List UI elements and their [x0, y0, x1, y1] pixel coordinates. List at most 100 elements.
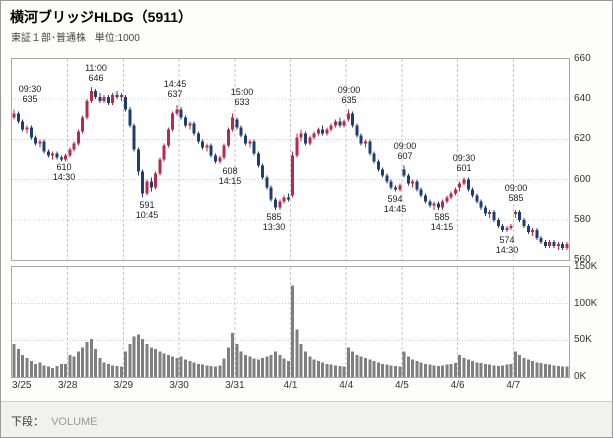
- candle-body: [389, 181, 393, 188]
- candle-body: [304, 133, 307, 144]
- price-tick-label: 660: [574, 53, 591, 64]
- candle-body: [196, 133, 200, 142]
- volume-bar: [244, 355, 248, 377]
- volume-bar: [552, 365, 556, 377]
- lower-pane-label: 下段：: [11, 416, 44, 428]
- volume-bar: [162, 353, 166, 377]
- volume-bar: [188, 360, 192, 377]
- volume-bar: [16, 349, 20, 377]
- candle-body: [441, 201, 445, 208]
- candle-body: [479, 201, 483, 208]
- candle-body: [488, 211, 492, 214]
- volume-bar: [321, 362, 325, 377]
- candle-body: [209, 145, 213, 156]
- volume-bar: [385, 364, 389, 377]
- candle-body: [513, 211, 517, 214]
- volume-bar: [145, 344, 149, 377]
- volume-bar: [363, 357, 367, 377]
- volume-bar: [46, 366, 50, 377]
- candle-body: [428, 201, 432, 206]
- candle-body: [16, 113, 20, 122]
- candle-body: [111, 95, 115, 104]
- price-axis: 660 640 620 600 580 560: [574, 53, 612, 265]
- candle-body: [372, 153, 376, 162]
- candle-body: [158, 159, 162, 174]
- candle-body: [55, 153, 59, 158]
- candle-body: [175, 109, 179, 114]
- candle-body: [385, 175, 389, 182]
- volume-bar: [368, 359, 372, 377]
- volume-bar: [316, 360, 320, 377]
- candle-body: [64, 155, 68, 160]
- candle-body: [51, 153, 55, 156]
- volume-bar: [128, 344, 132, 377]
- candle-body: [265, 177, 269, 188]
- volume-bar: [252, 358, 256, 377]
- volume-bar: [518, 355, 522, 377]
- volume-bar: [81, 347, 85, 377]
- date-label: 4/6: [450, 380, 465, 391]
- volume-axis: 150K 100K 50K 0K: [574, 261, 612, 382]
- volume-bar: [436, 366, 440, 377]
- volume-bar: [492, 365, 496, 377]
- candle-body: [106, 97, 110, 104]
- volume-bar: [85, 341, 89, 377]
- volume-bar: [406, 356, 410, 377]
- volume-bar: [355, 355, 359, 377]
- volume-tick-label: 100K: [574, 297, 598, 309]
- candle-body: [94, 91, 98, 98]
- candle-body: [526, 225, 530, 232]
- candle-body: [312, 133, 316, 138]
- candle-body: [539, 237, 543, 242]
- volume-tick-label: 150K: [574, 261, 598, 272]
- candle-body: [291, 155, 295, 196]
- candle-body: [98, 97, 102, 102]
- candle-body: [141, 171, 145, 194]
- volume-bar: [308, 356, 312, 377]
- volume-bar: [359, 356, 363, 377]
- price-tick-label: 620: [574, 133, 591, 145]
- candle-body: [201, 141, 205, 148]
- candle-body: [346, 113, 350, 120]
- date-label: 4/7: [506, 380, 521, 391]
- volume-bar: [419, 362, 423, 377]
- candle-body: [415, 181, 419, 190]
- candle-body: [72, 143, 76, 150]
- candle-body: [59, 157, 63, 160]
- candle-body: [205, 145, 209, 148]
- candle-body: [381, 169, 385, 176]
- volume-bar: [76, 351, 80, 377]
- candle-body: [235, 119, 239, 128]
- candle-body: [548, 241, 552, 246]
- volume-bar: [158, 351, 162, 377]
- volume-bar: [29, 360, 33, 377]
- volume-bar: [501, 365, 505, 377]
- candle-body: [308, 137, 312, 144]
- volume-bar: [333, 365, 337, 377]
- volume-bar: [94, 349, 98, 377]
- candle-body: [25, 127, 29, 130]
- candle-body: [81, 117, 85, 132]
- candle-body: [218, 157, 222, 162]
- volume-bar: [453, 363, 457, 377]
- candle-body: [458, 183, 462, 188]
- candle-body: [231, 117, 235, 130]
- candle-body: [162, 145, 166, 160]
- candle-body: [248, 141, 252, 144]
- candle-body: [556, 243, 560, 246]
- lower-pane-selector[interactable]: VOLUME: [51, 416, 98, 428]
- candle-body: [509, 225, 513, 228]
- volume-bar: [304, 351, 307, 377]
- volume-bar: [166, 355, 170, 377]
- volume-bar: [286, 360, 290, 377]
- candle-body: [85, 101, 89, 118]
- volume-bar: [106, 363, 110, 377]
- volume-bar: [42, 365, 46, 377]
- volume-bar: [543, 363, 547, 377]
- volume-bar: [278, 355, 282, 377]
- volume-bar: [68, 355, 72, 377]
- volume-bar: [59, 363, 63, 377]
- candle-body: [419, 189, 423, 196]
- footer-bar: 下段： VOLUME: [1, 401, 612, 437]
- candle-body: [501, 225, 505, 230]
